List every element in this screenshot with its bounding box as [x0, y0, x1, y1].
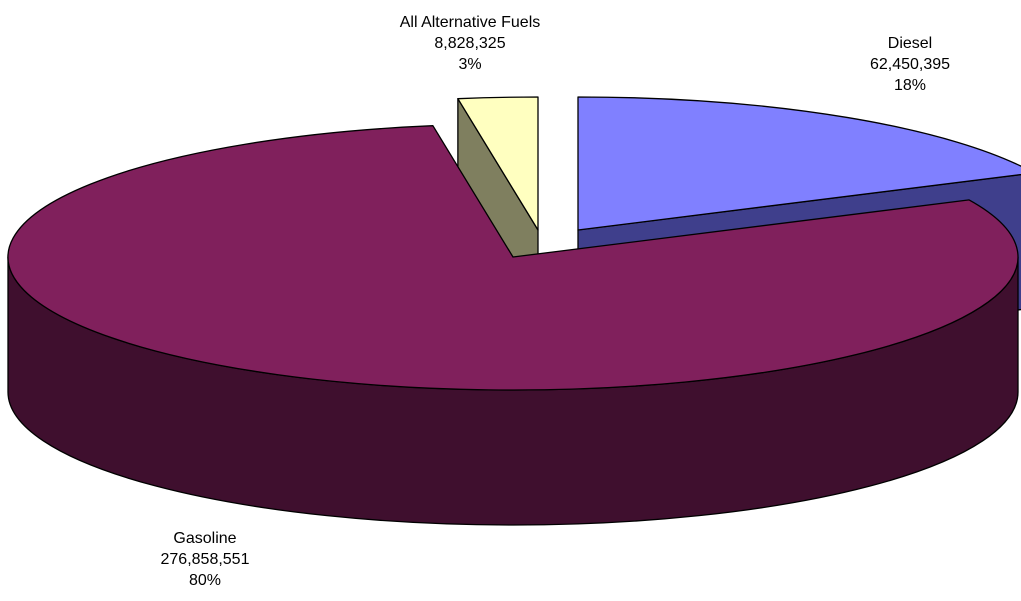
slice-label-gasoline: Gasoline 276,858,551 80% [125, 528, 285, 591]
slice-percent-gasoline: 80% [188, 572, 222, 589]
slice-name-gasoline: Gasoline [173, 530, 237, 547]
slice-label-diesel: Diesel 62,450,395 18% [830, 33, 990, 96]
slice-gasoline [7, 125, 1019, 526]
slice-percent-alternative-fuels: 3% [458, 56, 482, 73]
slice-top-diesel [577, 96, 1021, 231]
slice-value-alternative-fuels: 8,828,325 [434, 35, 506, 52]
slice-top-gasoline [7, 125, 1019, 391]
slice-name-alternative-fuels: All Alternative Fuels [399, 14, 541, 31]
slice-label-alternative-fuels: All Alternative Fuels 8,828,325 3% [355, 12, 585, 75]
slice-value-gasoline: 276,858,551 [160, 551, 250, 568]
slice-percent-diesel: 18% [893, 77, 927, 94]
slice-top-alternative-fuels [457, 96, 539, 231]
slice-name-diesel: Diesel [887, 35, 933, 52]
slice-value-diesel: 62,450,395 [869, 56, 951, 73]
